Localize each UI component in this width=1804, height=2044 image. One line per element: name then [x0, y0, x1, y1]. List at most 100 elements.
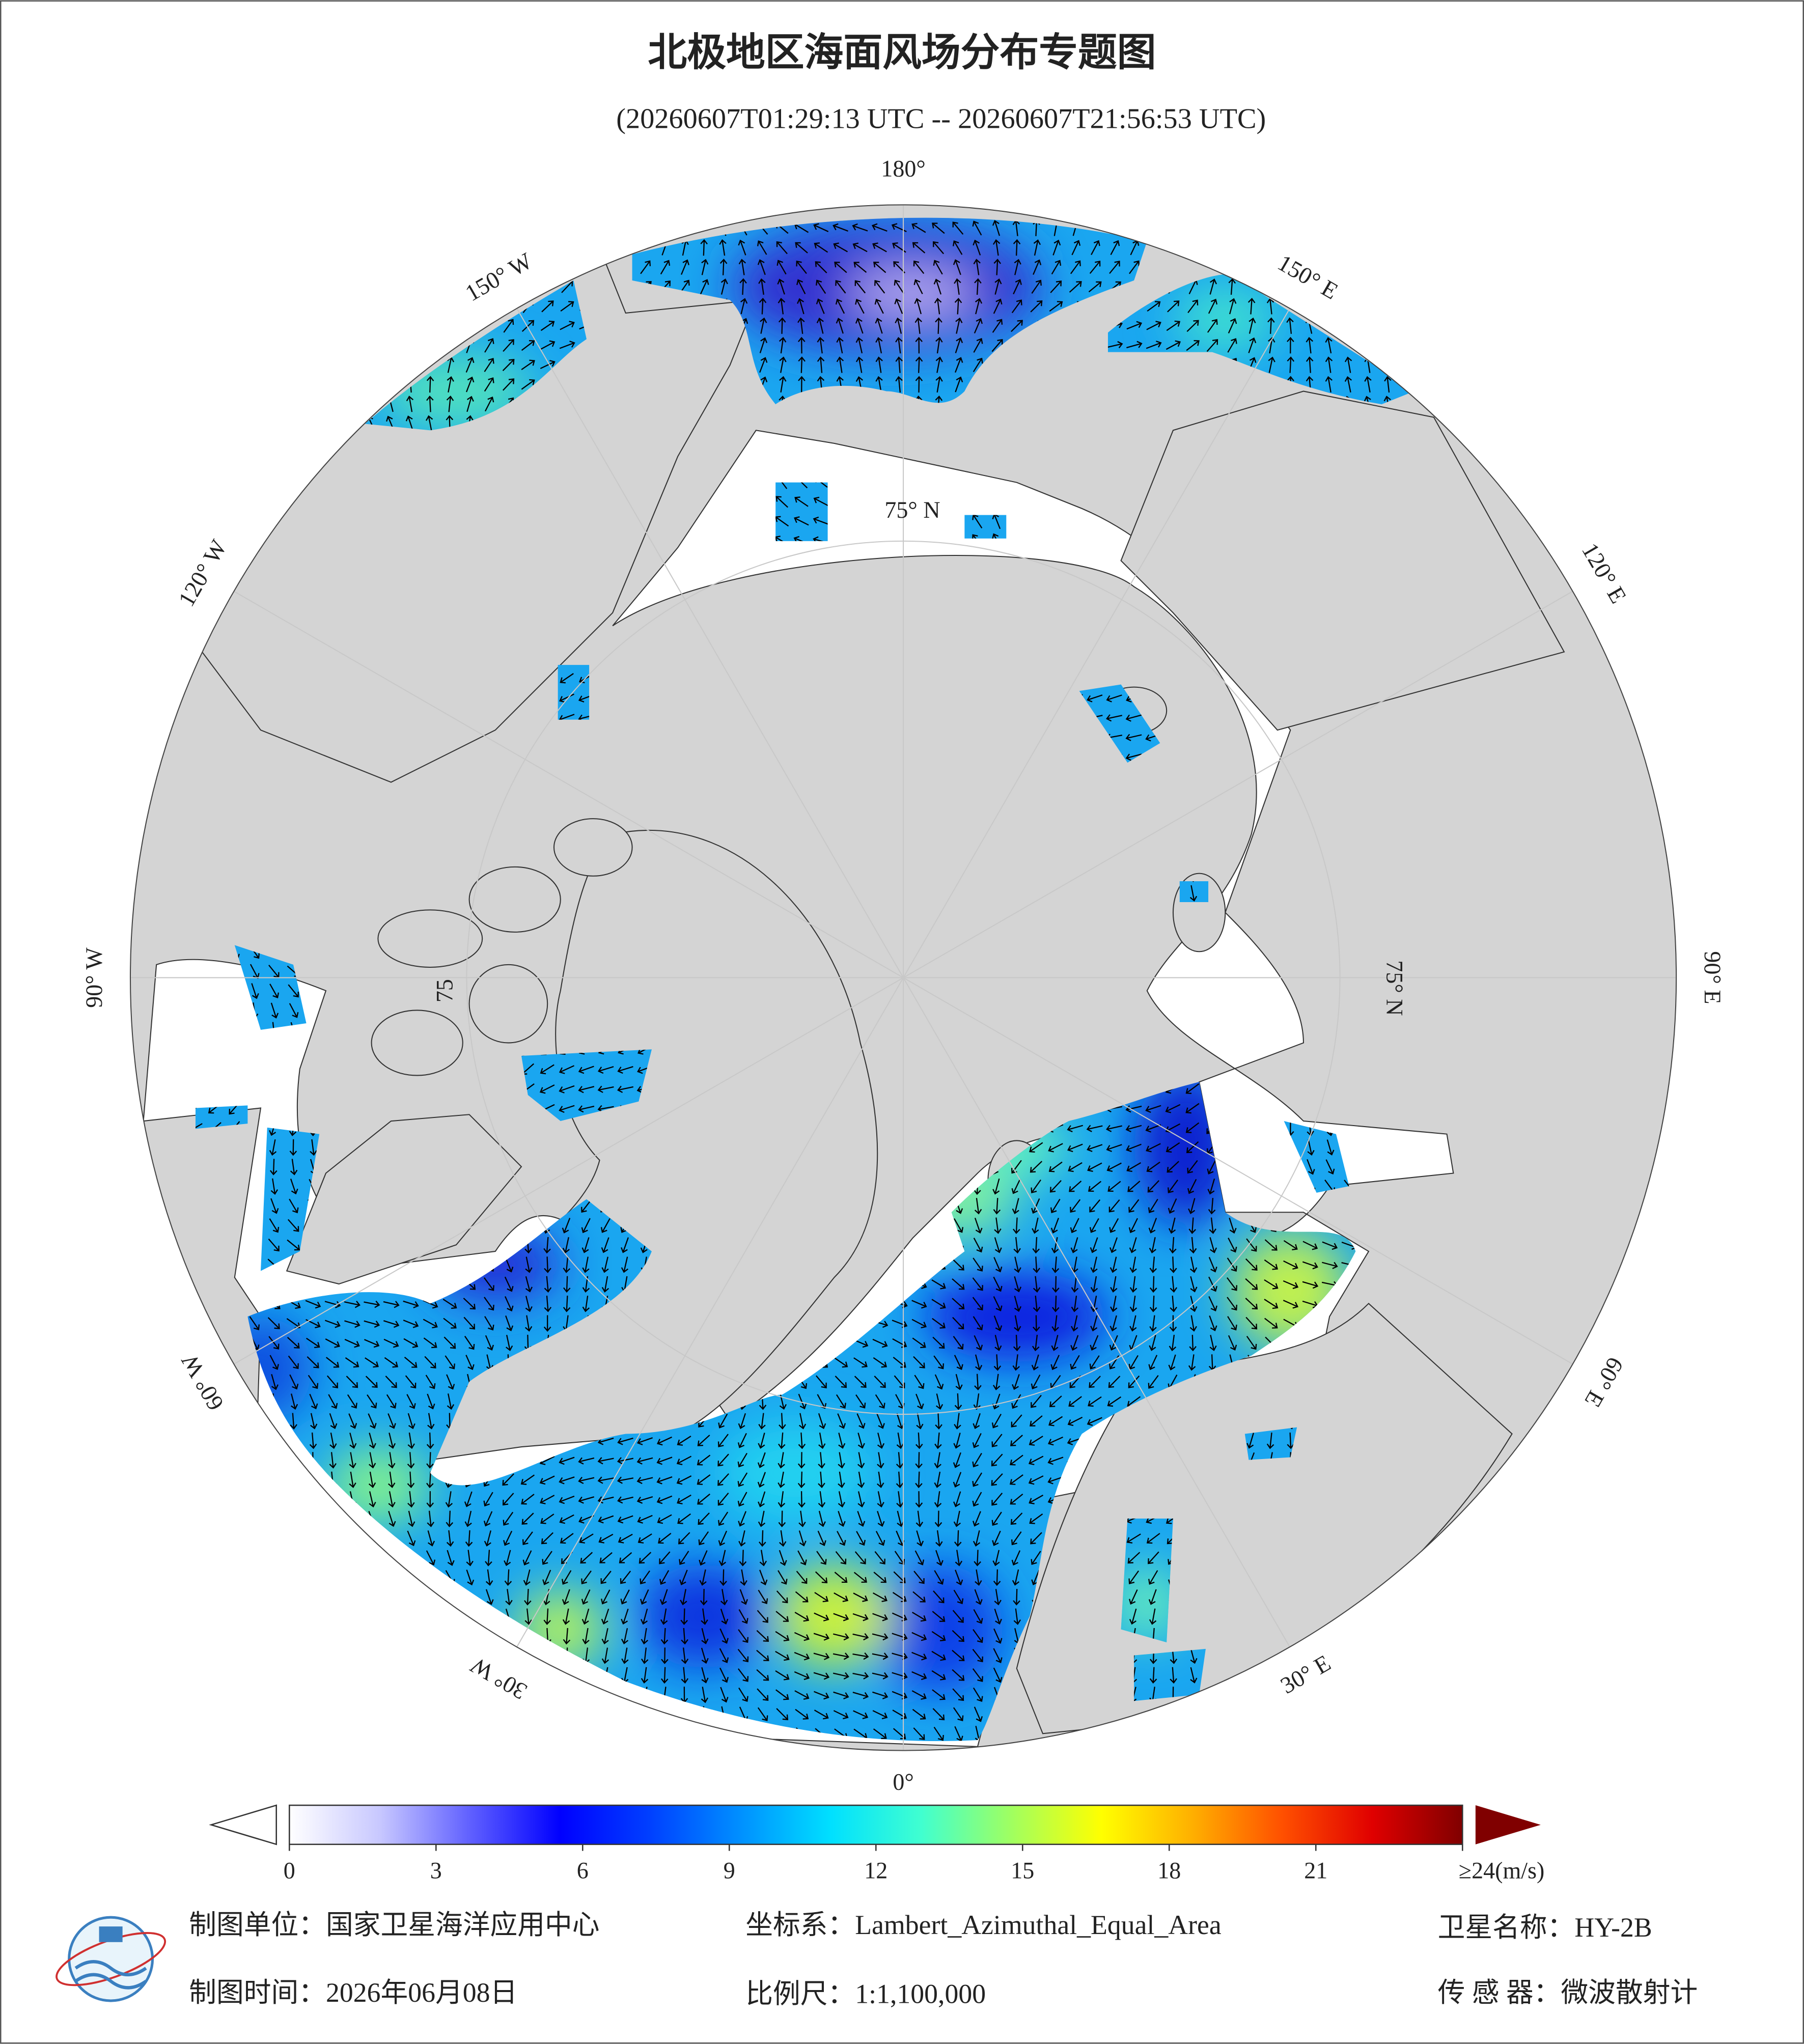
wind-arrow	[464, 1491, 473, 1507]
wind-arrow	[597, 1085, 614, 1093]
wind-arrow	[875, 1531, 885, 1546]
wind-arrow	[953, 1589, 964, 1605]
wind-arrow	[579, 1533, 594, 1544]
wind-arrow	[855, 337, 863, 354]
wind-arrow	[1268, 356, 1275, 373]
wind-arrow	[955, 376, 963, 393]
wind-arrow	[525, 1276, 533, 1293]
wind-arrow	[386, 1394, 397, 1409]
wind-arrow	[1071, 1276, 1079, 1293]
wind-arrow	[973, 1413, 981, 1430]
wind-arrow	[974, 1335, 983, 1351]
wind-arrow	[1129, 1256, 1137, 1273]
wind-arrow	[719, 1569, 727, 1586]
wind-arrow	[759, 1570, 768, 1586]
wind-arrow	[559, 1457, 575, 1465]
wind-arrow	[1146, 321, 1161, 330]
wind-arrow	[426, 1471, 434, 1489]
wind-arrow	[426, 376, 434, 393]
wind-arrow	[720, 278, 728, 295]
wind-arrow	[383, 1338, 399, 1348]
wind-arrow	[1047, 1436, 1064, 1446]
wind-arrow	[559, 1476, 575, 1485]
latitude-label: 75° N	[1381, 960, 1407, 1016]
wind-arrow	[992, 1530, 1001, 1546]
wind-arrow	[794, 1651, 810, 1661]
wind-arrow	[993, 259, 1002, 275]
wind-arrow	[465, 376, 475, 393]
wind-arrow	[1106, 1125, 1123, 1132]
wind-arrow	[543, 1237, 551, 1254]
footer-field: 制图单位：国家卫星海洋应用中心	[189, 1910, 599, 1940]
wind-arrow	[544, 1256, 551, 1273]
wind-arrow	[485, 1550, 492, 1566]
wind-arrow	[973, 1238, 983, 1253]
wind-arrow	[1050, 280, 1062, 293]
wind-arrow	[1013, 279, 1022, 295]
longitude-label: 90° E	[1700, 951, 1726, 1004]
wind-arrow	[1110, 240, 1120, 255]
wind-arrow	[972, 1668, 983, 1682]
wind-arrow	[834, 1592, 849, 1602]
wind-arrow	[1089, 1218, 1099, 1233]
wind-arrow	[1070, 260, 1081, 274]
wind-arrow	[701, 1608, 708, 1625]
wind-arrow	[813, 1633, 830, 1641]
wind-arrow	[636, 1437, 653, 1445]
wind-arrow	[1189, 1237, 1197, 1254]
wind-arrow	[1070, 1237, 1078, 1253]
wind-arrow	[1128, 1375, 1140, 1388]
wind-arrow	[777, 278, 785, 295]
wind-arrow	[539, 1475, 555, 1485]
wind-arrow	[384, 1357, 399, 1368]
wind-arrow	[955, 337, 963, 353]
wind-arrow	[407, 1432, 415, 1449]
wind-arrow	[1048, 1161, 1063, 1172]
wind-arrow	[1129, 1237, 1137, 1253]
wind-arrow	[1031, 1179, 1041, 1194]
wind-arrow	[1071, 1256, 1078, 1273]
wind-arrow	[1129, 1589, 1138, 1605]
wind-arrow	[407, 1471, 415, 1489]
wind-arrow	[1149, 1315, 1157, 1332]
wind-arrow	[737, 1452, 747, 1468]
wind-arrow	[915, 1393, 924, 1410]
wind-arrow	[367, 1394, 377, 1409]
wind-arrow	[560, 1533, 574, 1544]
wind-arrow	[601, 1628, 609, 1645]
wind-arrow	[954, 297, 962, 315]
wind-arrow	[992, 1393, 1001, 1410]
wind-arrow	[1246, 1433, 1255, 1449]
wind-arrow	[838, 1433, 846, 1449]
wind-arrow	[894, 1375, 905, 1389]
wind-arrow	[364, 1300, 380, 1308]
wind-arrow	[521, 379, 535, 390]
wind-arrow	[659, 1570, 670, 1585]
wind-arrow	[911, 1671, 927, 1681]
wind-arrow	[310, 1413, 318, 1430]
wind-arrow	[1146, 1161, 1160, 1172]
wind-arrow	[757, 1452, 766, 1468]
wind-arrow	[1168, 1217, 1176, 1234]
wind-arrow	[932, 222, 945, 234]
wind-arrow	[288, 984, 299, 998]
wind-arrow	[676, 1455, 692, 1466]
wind-arrow	[955, 357, 963, 373]
wind-arrow	[560, 673, 574, 684]
wind-arrow	[818, 1452, 825, 1469]
wind-arrow	[701, 1647, 709, 1664]
wind-arrow	[617, 1457, 634, 1465]
wind-arrow	[485, 1589, 494, 1605]
wind-arrow	[1248, 317, 1256, 334]
wind-arrow	[1283, 1260, 1298, 1270]
wind-arrow	[798, 1510, 806, 1527]
wind-arrow	[1048, 1416, 1063, 1426]
wind-arrow	[895, 317, 902, 334]
wind-arrow	[1109, 1315, 1117, 1332]
wind-arrow	[1302, 1261, 1318, 1270]
wind-arrow	[540, 320, 555, 331]
wind-arrow	[1010, 1493, 1023, 1505]
wind-arrow	[813, 1653, 830, 1660]
wind-arrow	[854, 1551, 866, 1564]
wind-arrow	[697, 1454, 711, 1466]
